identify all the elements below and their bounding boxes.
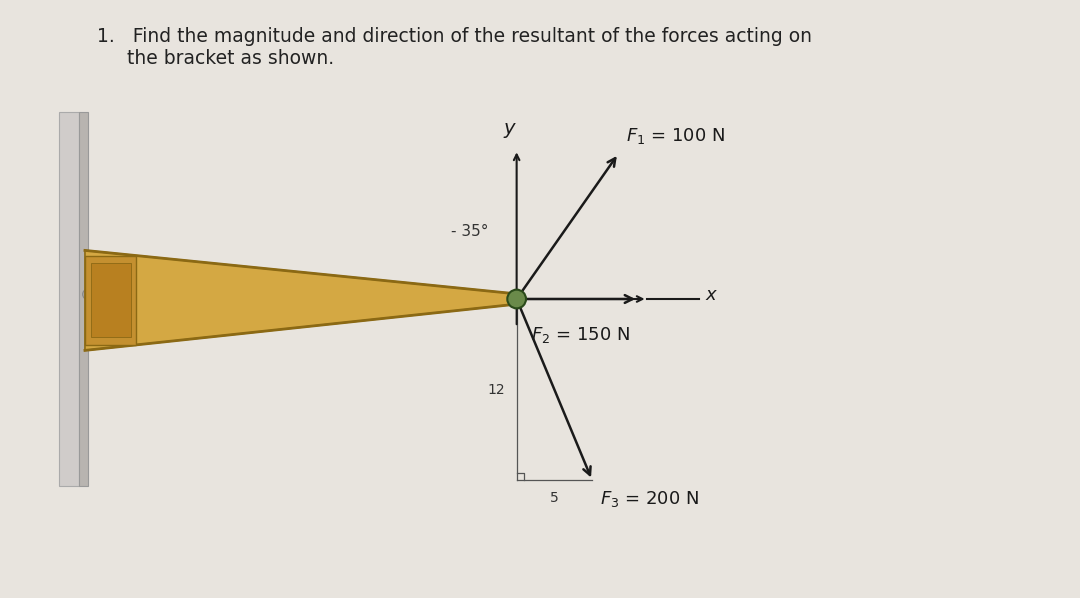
Polygon shape: [85, 256, 136, 345]
Text: - 35°: - 35°: [451, 224, 488, 239]
Text: 5: 5: [550, 492, 558, 505]
Text: $F_1$ = 100 N: $F_1$ = 100 N: [626, 126, 725, 146]
Text: y: y: [503, 119, 515, 138]
Polygon shape: [85, 251, 516, 350]
Polygon shape: [79, 112, 87, 486]
Text: x: x: [705, 286, 716, 304]
Circle shape: [83, 289, 93, 300]
Polygon shape: [91, 264, 131, 337]
Text: $F_3$ = 200 N: $F_3$ = 200 N: [599, 490, 699, 509]
Circle shape: [508, 289, 526, 309]
Polygon shape: [58, 112, 79, 486]
Text: $F_2$ = 150 N: $F_2$ = 150 N: [530, 325, 630, 345]
Text: 12: 12: [488, 383, 505, 396]
Text: 1.   Find the magnitude and direction of the resultant of the forces acting on
 : 1. Find the magnitude and direction of t…: [97, 27, 812, 68]
